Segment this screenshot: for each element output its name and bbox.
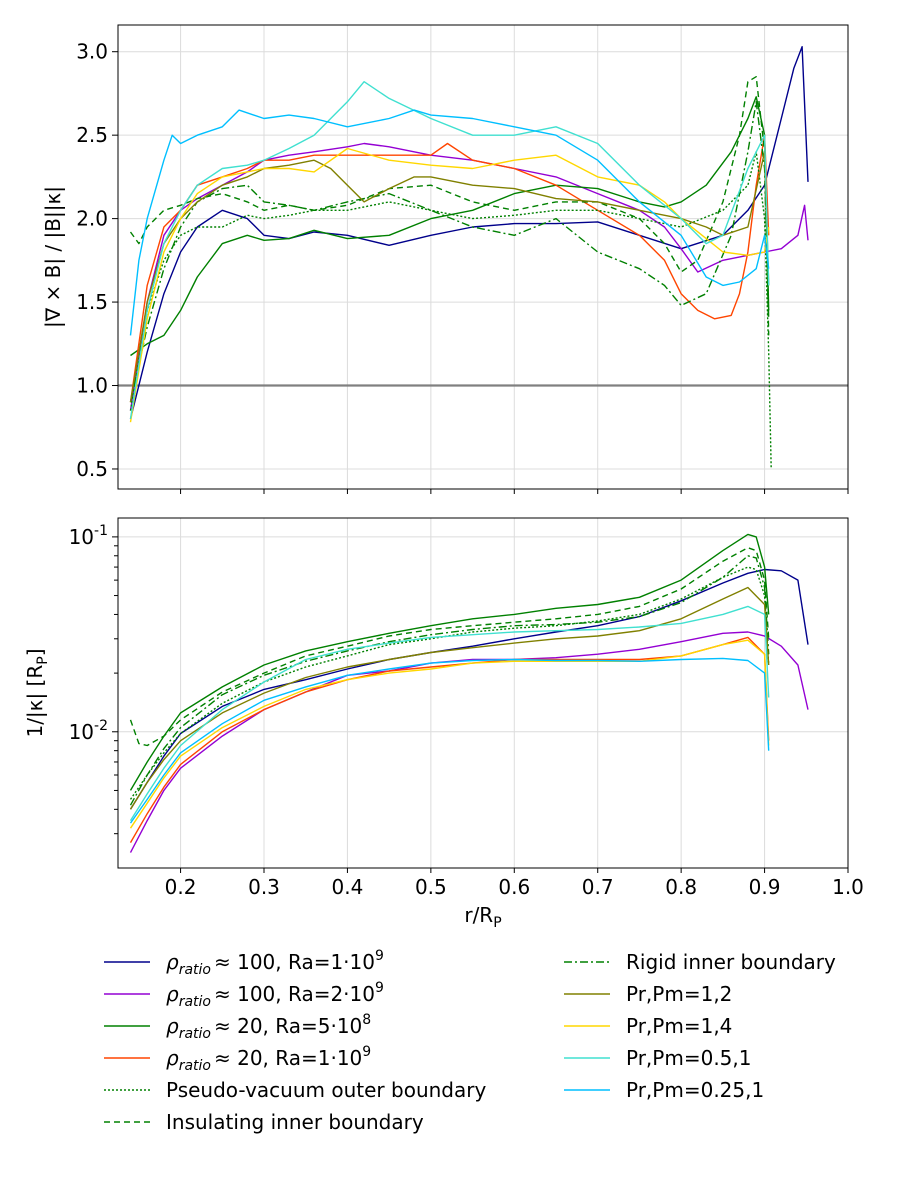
plot-frame (117, 24, 849, 490)
y-tick-label: 2.5 (76, 123, 108, 147)
y-tick-label: 2.0 (76, 207, 108, 231)
series-line-7 (129, 151, 770, 403)
legend-label: Insulating inner boundary (166, 1110, 424, 1134)
x-tick-label: 0.5 (415, 875, 447, 899)
series-line-6 (129, 555, 770, 806)
legend-label: Pr,Pm=0.25,1 (626, 1078, 764, 1102)
legend-label: ρratio ≈ 20, Ra=5·108 (166, 1012, 371, 1042)
y-tick-label: 1.5 (76, 290, 108, 314)
legend-label: Pr,Pm=1,4 (626, 1014, 732, 1038)
legend-label: Pseudo-vacuum outer boundary (166, 1078, 486, 1102)
x-tick-label: 0.9 (749, 875, 781, 899)
plot-frame (117, 517, 849, 869)
y-tick-label: 10-2 (69, 718, 108, 744)
series-line-9 (129, 605, 770, 821)
y-tick-label: 10-1 (69, 523, 108, 549)
x-tick-label: 0.4 (332, 875, 364, 899)
series-line-9 (129, 81, 770, 420)
x-axis-label: r/RP (464, 903, 501, 931)
series-line-4 (129, 566, 770, 800)
series-line-5 (129, 547, 770, 747)
y-tick-label: 3.0 (76, 40, 108, 64)
series-line-10 (129, 657, 770, 824)
legend-label: ρratio ≈ 100, Ra=2·109 (166, 980, 384, 1010)
series-line-0 (129, 46, 809, 420)
series-line-7 (129, 586, 770, 810)
series-line-3 (129, 134, 770, 403)
legend-label: Rigid inner boundary (626, 950, 836, 974)
x-tick-label: 1.0 (832, 875, 864, 899)
series-line-5 (129, 76, 770, 336)
x-tick-label: 0.2 (165, 875, 197, 899)
bottom-y-axis-label: 1/|κ| [RP] (23, 648, 51, 737)
bottom-panel: 0.2 0.3 0.4 0.5 0.6 0.7 0.8 0.9 1.0 10-2 10-1 (69, 517, 864, 899)
series-line-2 (130, 96, 770, 357)
series-line-1 (129, 631, 809, 853)
x-tick-label: 0.6 (498, 875, 530, 899)
x-tick-label: 0.3 (248, 875, 280, 899)
series-line-8 (129, 147, 770, 423)
y-tick-label: 0.5 (76, 457, 108, 481)
legend-label: Pr,Pm=1,2 (626, 982, 732, 1006)
series-line-3 (129, 636, 770, 843)
y-tick-label: 1.0 (76, 374, 108, 398)
top-y-axis-label: |∇ × B| / |B||κ| (41, 186, 65, 328)
series-line-4 (129, 151, 772, 470)
legend-label: ρratio ≈ 100, Ra=1·109 (166, 948, 384, 978)
series-line-8 (129, 639, 770, 829)
top-panel: 0.5 1.0 1.5 2.0 2.5 3.0 (76, 24, 849, 494)
legend-label: ρratio ≈ 20, Ra=1·109 (166, 1044, 371, 1074)
series-line-6 (129, 101, 770, 403)
x-tick-label: 0.8 (665, 875, 697, 899)
x-tick-label: 0.7 (582, 875, 614, 899)
series-line-2 (129, 533, 770, 791)
series-line-10 (129, 109, 770, 336)
legend-label: Pr,Pm=0.5,1 (626, 1046, 751, 1070)
